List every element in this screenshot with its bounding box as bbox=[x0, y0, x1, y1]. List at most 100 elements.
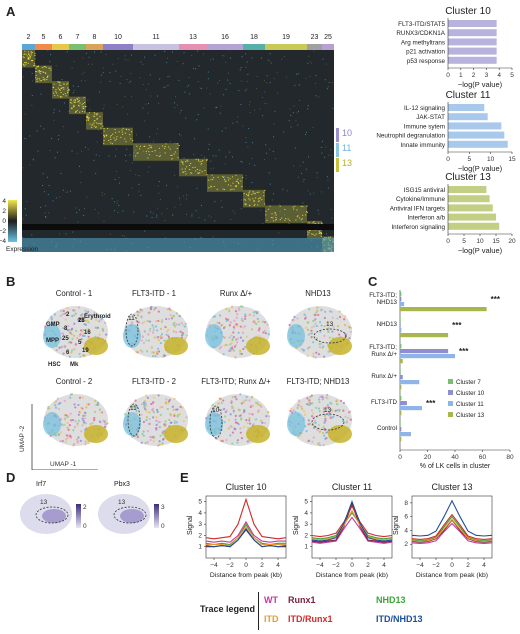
umap-point bbox=[216, 321, 219, 324]
umap-point bbox=[320, 342, 323, 345]
heatmap-cell bbox=[317, 222, 320, 224]
heatmap-cell bbox=[269, 205, 271, 207]
umap-point bbox=[331, 416, 334, 419]
umap-point bbox=[64, 440, 67, 443]
umap-point bbox=[57, 407, 61, 411]
umap-point bbox=[140, 403, 144, 406]
umap-point bbox=[250, 404, 253, 407]
heatmap-cell bbox=[245, 203, 247, 205]
umap-point bbox=[176, 408, 179, 411]
heatmap-cell bbox=[165, 237, 167, 239]
x-tick-label: 10 bbox=[476, 238, 484, 245]
x-tick-label: 15 bbox=[508, 156, 516, 163]
umap-title: FLT3-ITD - 2 bbox=[132, 377, 176, 386]
heatmap-cell bbox=[321, 191, 323, 193]
umap-point bbox=[241, 339, 245, 342]
panel-label-a: A bbox=[6, 4, 16, 19]
umap-point bbox=[236, 441, 239, 444]
umap-point bbox=[98, 320, 101, 323]
umap-point bbox=[306, 397, 309, 400]
umap-point bbox=[66, 415, 69, 419]
heatmap-cell bbox=[211, 179, 213, 181]
heatmap-cell bbox=[267, 208, 270, 210]
heatmap-cell bbox=[329, 236, 332, 238]
heatmap-cell bbox=[200, 88, 202, 90]
heatmap-cell bbox=[183, 157, 185, 159]
heatmap-cell bbox=[87, 118, 89, 120]
heatmap-cell bbox=[169, 75, 171, 77]
heatmap-cell bbox=[200, 204, 202, 206]
umap-point bbox=[147, 311, 150, 314]
heatmap-cell bbox=[293, 165, 295, 167]
heatmap-cell bbox=[91, 63, 93, 65]
heatmap-cell bbox=[105, 134, 107, 136]
umap-point bbox=[93, 419, 96, 422]
umap-point bbox=[348, 336, 351, 340]
heatmap-cell bbox=[276, 92, 278, 94]
heatmap-cell bbox=[167, 146, 170, 148]
gene-scale-max: 2 bbox=[83, 504, 87, 511]
heatmap-cell bbox=[187, 171, 189, 173]
heatmap-cell bbox=[215, 189, 217, 191]
heatmap-cell bbox=[305, 77, 307, 79]
heatmap-cell bbox=[170, 154, 172, 156]
umap-point bbox=[153, 336, 156, 339]
heatmap-cell bbox=[188, 76, 190, 78]
umap-point bbox=[264, 321, 267, 324]
umap-point bbox=[248, 412, 251, 415]
heatmap-cell bbox=[44, 212, 46, 214]
heatmap-cell bbox=[308, 156, 310, 158]
umap-point bbox=[73, 314, 76, 317]
pathway-bar bbox=[448, 104, 485, 111]
umap-point bbox=[173, 419, 176, 423]
umap-point bbox=[173, 324, 177, 327]
umap-point bbox=[335, 400, 338, 403]
umap-point bbox=[218, 321, 221, 325]
heatmap-dark-band bbox=[22, 224, 334, 230]
umap-point bbox=[71, 314, 74, 318]
heatmap-cell bbox=[150, 145, 152, 147]
umap-point bbox=[235, 316, 238, 319]
heatmap-cell bbox=[59, 110, 61, 112]
heatmap-cell bbox=[273, 215, 275, 217]
legend-itd-runx1: ITD/Runx1 bbox=[288, 614, 333, 624]
umap-point bbox=[347, 416, 350, 420]
heatmap-cell bbox=[227, 179, 230, 181]
heatmap-cell bbox=[49, 149, 51, 151]
umap-point bbox=[98, 420, 101, 423]
umap-point bbox=[243, 317, 247, 320]
umap-point bbox=[345, 419, 349, 423]
umap-point bbox=[169, 412, 172, 416]
heatmap-cell bbox=[132, 162, 134, 164]
heatmap-cell bbox=[318, 96, 320, 98]
umap-point bbox=[318, 410, 321, 413]
umap-point bbox=[260, 405, 263, 408]
heatmap-cell bbox=[81, 150, 83, 152]
heatmap-cell bbox=[96, 141, 98, 143]
heatmap-cell bbox=[320, 146, 322, 148]
heatmap-cell bbox=[191, 213, 193, 215]
bar bbox=[400, 422, 401, 427]
heatmap-cell bbox=[73, 105, 75, 107]
bar bbox=[400, 302, 405, 307]
heatmap-cell bbox=[103, 104, 105, 106]
cluster-strip-segment bbox=[103, 44, 133, 50]
umap-point bbox=[98, 333, 101, 336]
umap-point bbox=[225, 307, 228, 311]
umap-point bbox=[55, 400, 58, 403]
heatmap-cell bbox=[206, 160, 208, 162]
umap-erythroid-lobe bbox=[164, 337, 188, 355]
cluster-label: 6 bbox=[58, 34, 63, 41]
heatmap-cluster-strip bbox=[22, 44, 334, 50]
heatmap-cell bbox=[183, 52, 185, 54]
heatmap-cell bbox=[318, 233, 320, 235]
heatmap-cell bbox=[176, 60, 178, 62]
signal-line bbox=[311, 504, 393, 538]
umap-point bbox=[304, 326, 308, 329]
umap-cell-label: MPP bbox=[46, 338, 59, 344]
heatmap-cell bbox=[166, 207, 168, 209]
heatmap-cell bbox=[245, 53, 247, 55]
significance-marker: *** bbox=[491, 295, 501, 304]
